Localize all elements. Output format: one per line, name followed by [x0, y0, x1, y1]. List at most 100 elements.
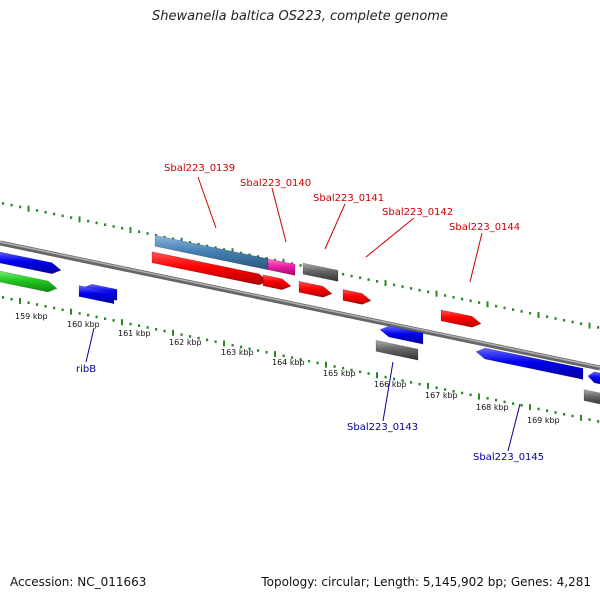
track-dot [393, 377, 396, 381]
track-dot [240, 251, 243, 255]
track-dot [418, 288, 421, 292]
track-dot [155, 234, 158, 237]
leader-line-0142 [365, 217, 415, 258]
genome-backbone [0, 240, 600, 371]
gene-blue-right [587, 371, 600, 385]
track-dot [44, 211, 47, 214]
track-dot [248, 253, 251, 257]
track-dot [546, 315, 549, 318]
track-dot [291, 356, 294, 359]
track-dot [316, 361, 319, 365]
track-major-tick [19, 298, 21, 304]
genome-backbone-highlight [0, 241, 600, 368]
gene-blue-0143 [379, 325, 424, 345]
track-dot [240, 345, 243, 349]
track-dot [231, 343, 234, 347]
track-dot [520, 310, 523, 313]
track-dot [2, 202, 5, 205]
track-dot [53, 212, 56, 216]
track-major-tick [325, 361, 327, 368]
track-dot [10, 297, 13, 301]
track-dot [503, 306, 506, 310]
gene-label-ribB: ribB [76, 364, 96, 375]
track-dot [70, 216, 73, 219]
track-dot [172, 237, 175, 241]
track-dot [36, 209, 39, 212]
track-dot [333, 365, 336, 368]
track-dot [350, 274, 353, 278]
track-dot [512, 308, 515, 311]
track-major-tick [486, 301, 489, 308]
track-major-tick [376, 372, 378, 379]
leader-line-0140 [271, 187, 287, 243]
scale-label-162kbp: 162 kbp [169, 338, 202, 347]
track-dot [265, 257, 268, 260]
track-dot [223, 248, 226, 251]
track-dot [503, 400, 506, 404]
track-dot [163, 329, 166, 333]
track-major-tick [427, 382, 429, 389]
track-dot [274, 258, 277, 262]
track-dot [2, 296, 5, 299]
gene-label-sbal223-0143: Sbal223_0143 [347, 422, 418, 433]
track-dot [444, 388, 447, 391]
track-dot [163, 235, 166, 239]
track-dot [563, 413, 566, 416]
track-dot [393, 283, 396, 287]
track-dot [282, 354, 285, 358]
track-dot [435, 386, 438, 389]
scale-label-161kbp: 161 kbp [118, 329, 151, 338]
track-dot [461, 391, 464, 395]
track-dot [571, 320, 574, 324]
track-dot [257, 255, 260, 258]
track-dot [452, 296, 455, 299]
track-dot [129, 322, 132, 326]
track-dot [53, 306, 56, 310]
track-dot [61, 214, 64, 218]
track-major-tick [274, 351, 276, 358]
gene-label-sbal223-0145: Sbal223_0145 [473, 452, 544, 463]
leader-lines [85, 176, 521, 452]
track-dot [478, 301, 481, 304]
leader-line-0141 [324, 203, 346, 250]
track-dot [87, 313, 90, 317]
track-major-tick [537, 312, 540, 318]
leader-line-0144 [469, 232, 483, 283]
track-dot [291, 262, 294, 265]
track-dot [401, 285, 404, 288]
track-dot [189, 335, 192, 338]
track-dot [588, 418, 591, 421]
track-dot [342, 366, 345, 370]
track-dot [299, 358, 302, 361]
track-dot [206, 244, 209, 248]
track-major-tick [172, 329, 174, 336]
track-dot [180, 333, 183, 336]
track-dot [78, 312, 81, 315]
track-dot [104, 317, 107, 320]
track-dot [342, 272, 345, 276]
track-major-tick [223, 340, 225, 347]
track-dot [206, 338, 209, 342]
track-dot [410, 381, 413, 384]
track-dot [19, 205, 22, 209]
track-major-tick [384, 280, 387, 287]
scale-label-164kbp: 164 kbp [272, 358, 305, 367]
track-dot [112, 319, 115, 322]
track-dot [138, 230, 141, 233]
track-dot [486, 397, 489, 400]
track-dot [44, 305, 47, 308]
gene-grey-0141 [302, 262, 339, 282]
track-dot [104, 223, 107, 226]
gene-magenta-0140 [267, 258, 296, 276]
track-dot [87, 219, 90, 223]
gene-red-0144 [440, 309, 482, 328]
track-dot [444, 294, 447, 297]
track-dot [214, 246, 217, 249]
gene-label-sbal223-0142: Sbal223_0142 [382, 207, 453, 218]
track-dot [138, 324, 141, 327]
track-dot [376, 280, 379, 283]
track-dot [95, 315, 98, 319]
gene-red-0140 [262, 274, 292, 291]
track-dot [214, 340, 217, 343]
track-dot [529, 311, 532, 315]
